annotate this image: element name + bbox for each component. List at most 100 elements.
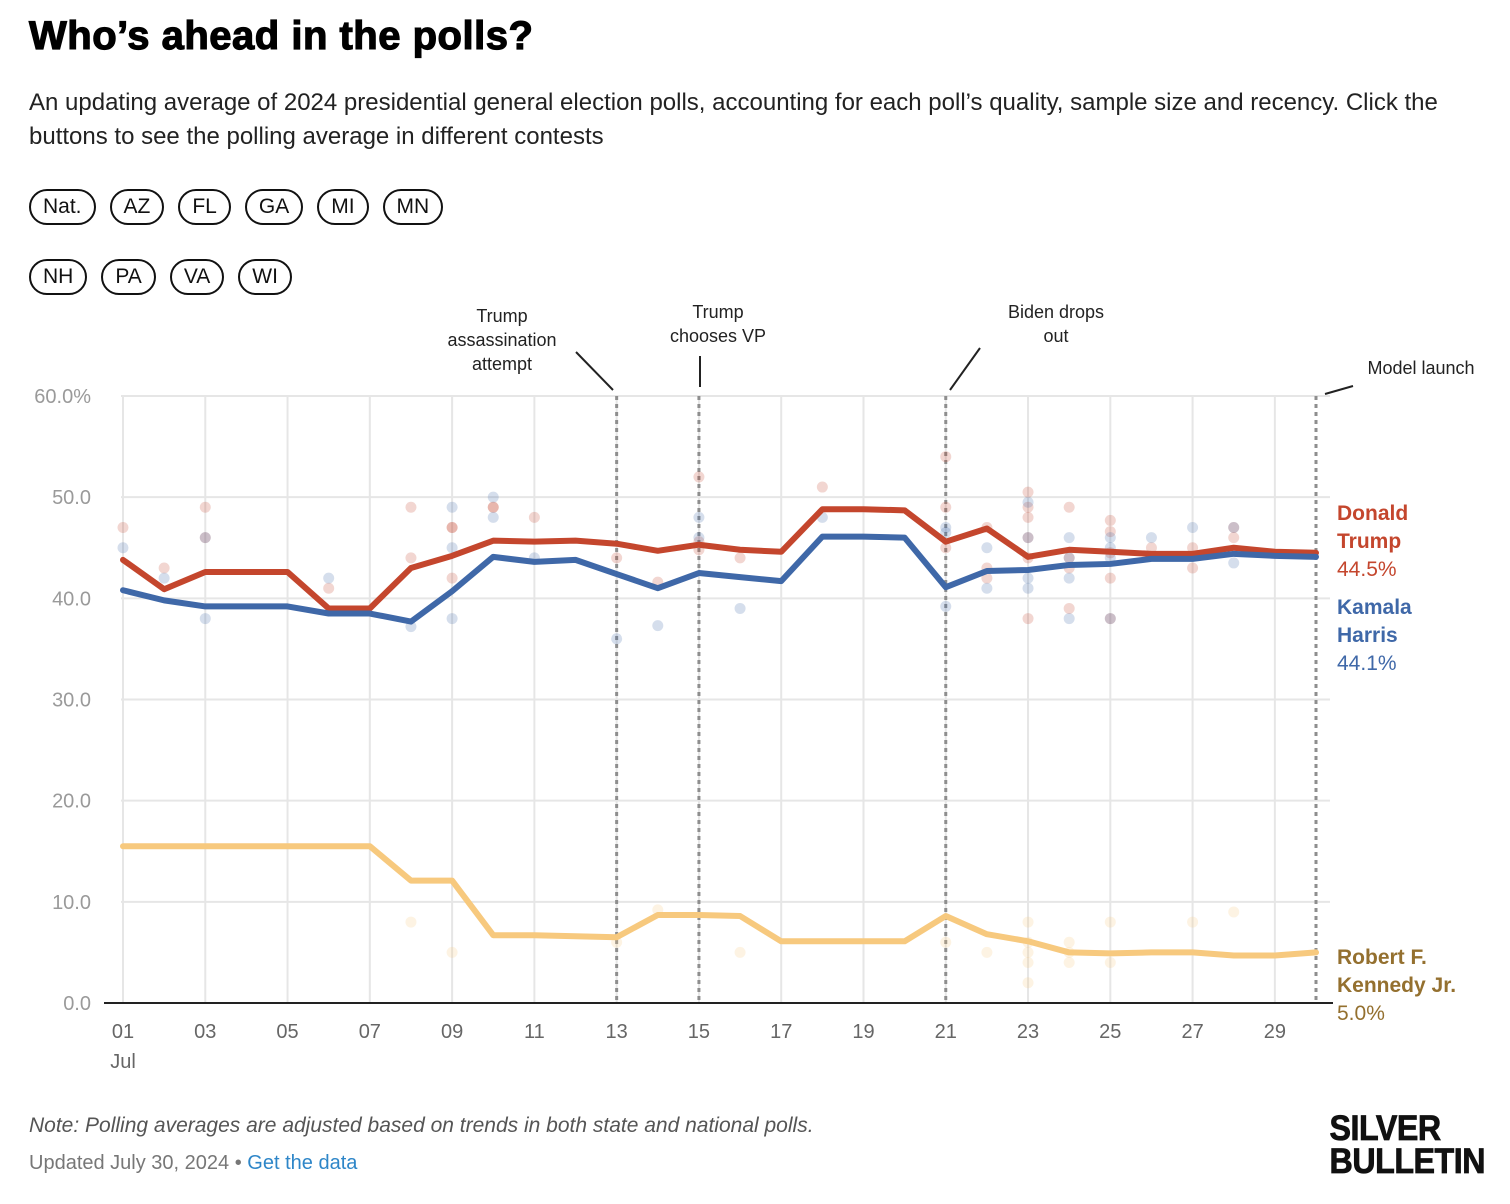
- poll-dot: [446, 522, 458, 534]
- poll-dot: [981, 572, 993, 584]
- series-line-kamala-harris: [120, 533, 1319, 625]
- poll-dot: [940, 527, 952, 539]
- poll-dot: [611, 633, 623, 645]
- contest-button-national[interactable]: Nat.: [29, 189, 96, 225]
- poll-dot: [981, 582, 993, 594]
- event-annotations: Trump assassination attempt Trump chooses VP…: [447, 302, 1475, 1003]
- x-tick-label: 23: [1017, 1021, 1039, 1043]
- poll-dot: [1022, 957, 1034, 969]
- poll-dot: [1063, 602, 1075, 614]
- y-tick-label: 40.0: [52, 588, 91, 610]
- x-tick-label: 15: [688, 1021, 710, 1043]
- gridlines: [121, 395, 1330, 1003]
- poll-dot: [1063, 501, 1075, 513]
- poll-dot: [693, 511, 705, 523]
- x-tick-label: 03: [194, 1021, 216, 1043]
- series-label-name: Trump: [1337, 530, 1401, 553]
- poll-dot: [1104, 916, 1116, 928]
- poll-dot: [323, 572, 335, 584]
- x-tick-label: 27: [1181, 1021, 1203, 1043]
- x-tick-label: 05: [276, 1021, 298, 1043]
- annotation-connector: [575, 351, 614, 391]
- poll-dot: [528, 511, 540, 523]
- contest-button-az[interactable]: AZ: [109, 189, 165, 225]
- poll-dot: [1228, 532, 1240, 544]
- series-line-robert-f-kennedy-jr-: [120, 843, 1319, 959]
- get-the-data-link[interactable]: Get the data: [247, 1152, 358, 1174]
- contest-button-ga[interactable]: GA: [244, 189, 304, 225]
- contest-button-nh[interactable]: NH: [29, 259, 88, 295]
- poll-dot: [1063, 957, 1075, 969]
- annotation-label: assassination: [447, 330, 556, 350]
- annotation-connector: [1324, 385, 1354, 395]
- y-tick-label: 0.0: [63, 993, 91, 1015]
- contest-buttons-row-1: Nat. AZ FL GA MI MN: [29, 189, 444, 225]
- poll-dot: [323, 582, 335, 594]
- poll-dot: [1063, 532, 1075, 544]
- contest-button-va[interactable]: VA: [169, 259, 225, 295]
- poll-dot: [1228, 522, 1240, 534]
- poll-dot: [199, 532, 211, 544]
- poll-dot: [446, 522, 458, 534]
- contest-button-pa[interactable]: PA: [101, 259, 156, 295]
- poll-dot: [1063, 613, 1075, 625]
- x-tick-label: 19: [852, 1021, 874, 1043]
- poll-dot: [158, 562, 170, 574]
- poll-dot: [1104, 572, 1116, 584]
- series-label-value: 5.0%: [1337, 1002, 1385, 1025]
- y-tick-label: 50.0: [52, 487, 91, 509]
- contest-button-mi[interactable]: MI: [317, 189, 369, 225]
- x-tick-label: 11: [524, 1021, 545, 1043]
- poll-dots: [117, 451, 1240, 989]
- poll-dot: [940, 522, 952, 534]
- updated-date: Updated July 30, 2024: [29, 1152, 230, 1174]
- poll-dot: [446, 501, 458, 513]
- poll-dot: [487, 511, 499, 523]
- series-label-value: 44.1%: [1337, 652, 1397, 675]
- poll-dot: [1228, 557, 1240, 569]
- poll-dot: [734, 552, 746, 564]
- poll-dot: [1145, 542, 1157, 554]
- polling-average-chart: Trump assassination attempt Trump chooses VP…: [34, 302, 1475, 1073]
- poll-dot: [1022, 946, 1034, 958]
- poll-dot: [1145, 532, 1157, 544]
- poll-dot: [1022, 496, 1034, 508]
- poll-dot: [1228, 522, 1240, 534]
- annotation-label: out: [1043, 326, 1068, 346]
- poll-dot: [1022, 501, 1034, 513]
- poll-dot: [1187, 522, 1199, 534]
- poll-dot: [446, 542, 458, 554]
- contest-buttons-row-2: NH PA VA WI: [29, 259, 292, 295]
- poll-dot: [446, 572, 458, 584]
- poll-dot: [1104, 514, 1116, 526]
- poll-dot: [1063, 936, 1075, 948]
- poll-dot: [734, 946, 746, 958]
- poll-dot: [446, 613, 458, 625]
- series-end-labels: Donald Trump 44.5% Kamala Harris 44.1% Robert …: [1337, 502, 1456, 1025]
- chart-subtitle: An updating average of 2024 presidential…: [29, 89, 1438, 150]
- x-tick-label: 07: [359, 1021, 381, 1043]
- poll-dot: [117, 542, 129, 554]
- contest-button-wi[interactable]: WI: [238, 259, 292, 295]
- poll-dot: [611, 552, 623, 564]
- series-label-name: Kamala: [1337, 596, 1412, 619]
- poll-dot: [487, 491, 499, 503]
- contest-button-mn[interactable]: MN: [382, 189, 444, 225]
- x-tick-label: 01: [112, 1021, 134, 1043]
- poll-dot: [652, 620, 664, 632]
- poll-dot: [405, 501, 417, 513]
- poll-dot: [487, 501, 499, 513]
- logo-line-1: SILVER: [1329, 1109, 1441, 1148]
- x-tick-label: 17: [770, 1021, 792, 1043]
- poll-dot: [693, 532, 705, 544]
- average-lines: [120, 506, 1319, 959]
- poll-dot: [981, 542, 993, 554]
- poll-dot: [1104, 526, 1116, 538]
- series-label-name: Harris: [1337, 624, 1398, 647]
- poll-dot: [1063, 572, 1075, 584]
- poll-dot: [1187, 916, 1199, 928]
- separator-dot: •: [234, 1152, 242, 1174]
- series-label-name: Robert F.: [1337, 946, 1427, 969]
- contest-button-fl[interactable]: FL: [178, 189, 231, 225]
- poll-dot: [1022, 486, 1034, 498]
